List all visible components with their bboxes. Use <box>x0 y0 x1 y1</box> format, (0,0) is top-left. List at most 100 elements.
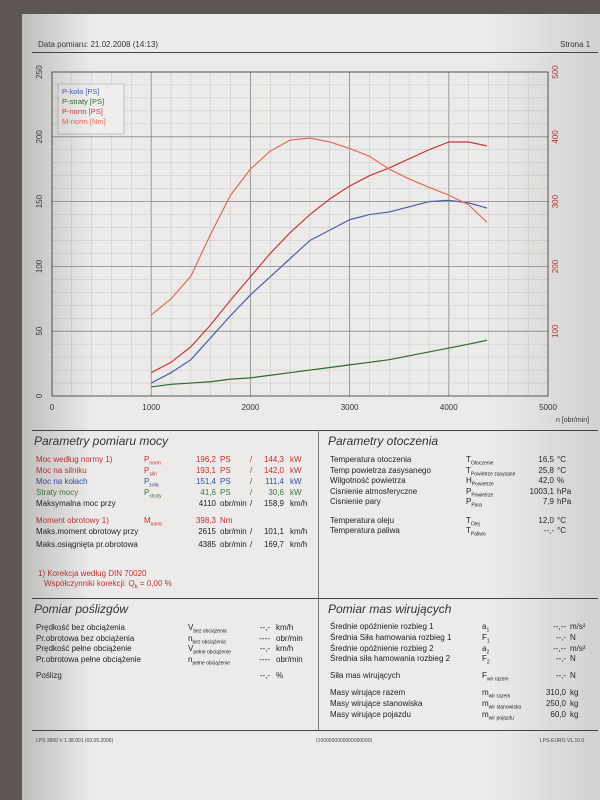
power-unit-2: km/h <box>290 527 308 536</box>
power-unit-1: PS <box>220 488 231 497</box>
env-unit: °C <box>557 526 566 535</box>
slip-value: ---- <box>259 654 270 664</box>
power-value-1: 398,3 <box>195 516 216 525</box>
series-line-p-koła <box>150 199 488 384</box>
mass-unit: m/s² <box>570 622 586 631</box>
page-number: Strona 1 <box>560 40 591 49</box>
legend-entry: M-norm [Nm] <box>62 117 106 126</box>
power-unit-1: obr/min <box>220 499 247 508</box>
y-left-tick-label: 250 <box>35 65 44 79</box>
slip-row-symbol: Vbez obciążenia <box>188 623 227 635</box>
env-row-label: Temperatura paliwa <box>330 526 400 535</box>
power-value-1: 4385 <box>198 540 216 549</box>
mass-row-label: Średnie opóźnienie rozbieg 1 <box>330 622 434 631</box>
mass-unit: kg <box>570 709 579 719</box>
power-unit-2: km/h <box>290 499 308 508</box>
series-line-p-norm <box>150 141 488 374</box>
slip-unit: obr/min <box>276 654 303 664</box>
mass-row-symbol: F2 <box>482 654 490 666</box>
mass-value: --,-- <box>553 643 566 653</box>
power-unit-1: PS <box>220 477 231 486</box>
table-mid-rule <box>32 598 598 599</box>
power-row-symbol: Pkoła <box>144 477 159 489</box>
env-row-symbol: TPaliwo <box>466 526 486 538</box>
env-row-label: Temperatura otoczenia <box>330 455 412 464</box>
x-tick-label: 1000 <box>142 403 160 412</box>
legend: P-koła [PS]P-straty [PS]P-norm [PS]M-nor… <box>57 83 125 135</box>
power-unit-1: obr/min <box>220 527 247 536</box>
slip-section-title: Pomiar poślizgów <box>34 602 129 616</box>
power-unit-1: Nm <box>220 516 233 525</box>
power-row-symbol: Mnorm <box>144 516 163 528</box>
footer-serial: (1000000000000000000) <box>316 738 373 744</box>
env-row-symbol: TOtoczenie <box>466 455 494 467</box>
grid <box>51 71 549 397</box>
power-separator: / <box>250 540 253 549</box>
env-row-symbol: TOlej <box>466 515 480 528</box>
env-value: 7,9 <box>542 497 554 506</box>
mass-value: 250,0 <box>545 698 566 708</box>
power-value-1: 151,4 <box>195 477 216 486</box>
slip-row-symbol: Vpełne obciążenie <box>188 644 231 656</box>
mass-unit: N <box>570 654 576 664</box>
correction-note: 1) Korekcja według DIN 70020 <box>38 569 147 578</box>
slip-unit: % <box>276 671 284 680</box>
slip-value: --,- <box>259 644 270 653</box>
x-axis-label: n [obr/min] <box>556 417 589 424</box>
slip-value: --,- <box>259 671 270 680</box>
slip-unit: km/h <box>276 623 294 632</box>
y-left-tick-label: 150 <box>35 194 44 208</box>
power-value-1: 4110 <box>198 499 216 508</box>
y-right-tick-label: 300 <box>551 194 560 208</box>
x-tick-label: 2000 <box>242 403 260 412</box>
power-value-1: 196,2 <box>195 455 216 464</box>
power-row-symbol: Pstraty <box>144 488 162 500</box>
slip-row-symbol: npełne obciążenie <box>188 654 230 667</box>
y-right-tick-label: 500 <box>551 65 560 79</box>
mass-row-symbol: Fwir razem <box>482 671 509 683</box>
table-top-rule <box>32 430 598 431</box>
env-row-label: Cisnienie atmosferyczne <box>330 486 418 496</box>
power-value-2: 101,1 <box>263 527 284 536</box>
mass-row-label: Masy wirujące razem <box>330 688 406 697</box>
slip-row-symbol: nbez obciążenia <box>188 633 226 646</box>
measure-date: Data pomiaru: 21.02.2008 (14:13) <box>38 40 159 49</box>
mass-row-label: Średnia siła hamowania rozbieg 2 <box>330 654 451 664</box>
power-row-label: Moc na kołach <box>36 477 88 486</box>
env-value: 25,8 <box>538 465 554 475</box>
plot-frame <box>51 71 549 397</box>
env-value: --,- <box>543 526 554 535</box>
slip-value: ---- <box>259 633 270 643</box>
power-value-2: 30,6 <box>268 488 284 497</box>
power-row-label: Maksymalna moc przy <box>36 499 116 508</box>
mass-value: --,-- <box>553 622 566 631</box>
power-unit-2: kW <box>290 466 302 475</box>
slip-row-label: Pr.obrotowa bez obciążenia <box>36 633 135 643</box>
power-row-label: Moc na silniku <box>36 466 87 475</box>
slip-value: --,- <box>259 623 270 632</box>
y-right-tick-label: 200 <box>551 259 560 273</box>
env-unit: hPa <box>557 486 572 496</box>
power-value-1: 41,6 <box>200 488 216 497</box>
power-unit-2: kW <box>290 477 302 486</box>
power-separator: / <box>250 499 253 508</box>
env-row-label: Temperatura oleju <box>330 515 395 525</box>
power-separator: / <box>250 488 253 497</box>
slip-row-label: Prędkość bez obciążenia <box>36 623 125 632</box>
power-separator: / <box>250 527 253 536</box>
power-value-2: 144,3 <box>263 455 284 464</box>
env-unit: % <box>557 476 565 485</box>
y-right-tick-label: 400 <box>551 130 560 144</box>
power-row-symbol: Psiln <box>144 466 157 478</box>
env-value: 42,0 <box>538 476 554 485</box>
env-unit: °C <box>557 455 566 464</box>
mass-unit: m/s² <box>570 643 586 653</box>
y-left-tick-label: 0 <box>35 393 44 398</box>
power-value-2: 169,7 <box>263 540 284 549</box>
mass-section-title: Pomiar mas wirujących <box>328 602 452 616</box>
series-line-p-straty <box>151 339 488 388</box>
power-row-label: Moment obrotowy 1) <box>36 516 109 525</box>
env-value: 16,5 <box>538 455 554 464</box>
slip-unit: km/h <box>276 644 294 653</box>
power-unit-1: PS <box>220 466 231 475</box>
